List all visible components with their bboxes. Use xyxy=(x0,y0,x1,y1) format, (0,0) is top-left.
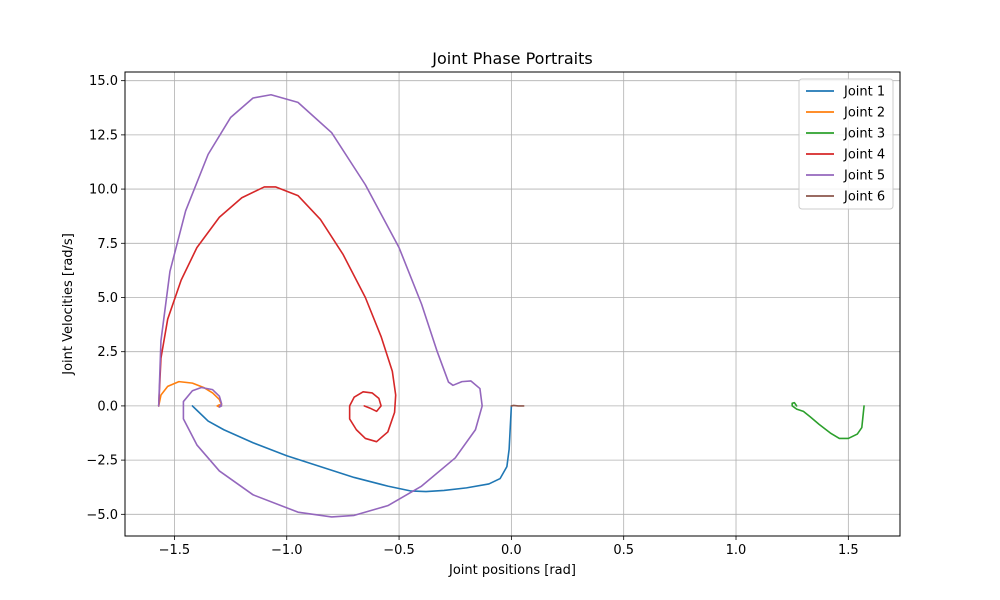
y-tick-label: 7.5 xyxy=(97,237,118,252)
axis-ticks: −1.5 −1.0 −0.5 0.0 0.5 1.0 1.5 −5.0 −2.5 0.0 2.5 5.… xyxy=(86,74,858,558)
legend-label-joint-2: Joint 2 xyxy=(843,106,885,121)
x-tick-label: −1.5 xyxy=(159,543,191,558)
y-tick-label: 5.0 xyxy=(97,291,118,306)
y-tick-label: −5.0 xyxy=(86,508,118,523)
y-tick-label: −2.5 xyxy=(86,454,118,469)
plot-series xyxy=(157,93,865,518)
legend-label-joint-6: Joint 6 xyxy=(843,190,885,205)
y-axis-title: Joint Velocities [rad/s] xyxy=(61,233,76,376)
legend-label-joint-3: Joint 3 xyxy=(843,127,885,142)
x-tick-label: 1.5 xyxy=(838,543,859,558)
chart-title: Joint Phase Portraits xyxy=(431,49,592,68)
plot-frame xyxy=(124,71,901,537)
x-tick-label: −1.0 xyxy=(271,543,303,558)
x-tick-label: 1.0 xyxy=(726,543,747,558)
series-line-joint-3 xyxy=(791,401,865,440)
x-tick-label: −0.5 xyxy=(383,543,415,558)
series-line-joint-4 xyxy=(157,186,397,443)
x-axis-title: Joint positions [rad] xyxy=(448,563,576,578)
series-line-joint-5 xyxy=(157,93,483,518)
legend-label-joint-4: Joint 4 xyxy=(843,148,885,163)
legend: Joint 1 Joint 2 Joint 3 Joint 4 Joint 5 Joint… xyxy=(798,78,894,210)
x-tick-label: 0.5 xyxy=(613,543,634,558)
y-tick-label: 10.0 xyxy=(89,183,118,198)
y-tick-label: 0.0 xyxy=(97,399,118,414)
y-tick-label: 15.0 xyxy=(89,74,118,89)
y-tick-label: 2.5 xyxy=(97,345,118,360)
legend-label-joint-1: Joint 1 xyxy=(843,85,885,100)
y-tick-label: 12.5 xyxy=(89,128,118,143)
x-tick-label: 0.0 xyxy=(501,543,522,558)
legend-label-joint-5: Joint 5 xyxy=(843,169,885,184)
series-line-joint-1 xyxy=(191,405,513,493)
